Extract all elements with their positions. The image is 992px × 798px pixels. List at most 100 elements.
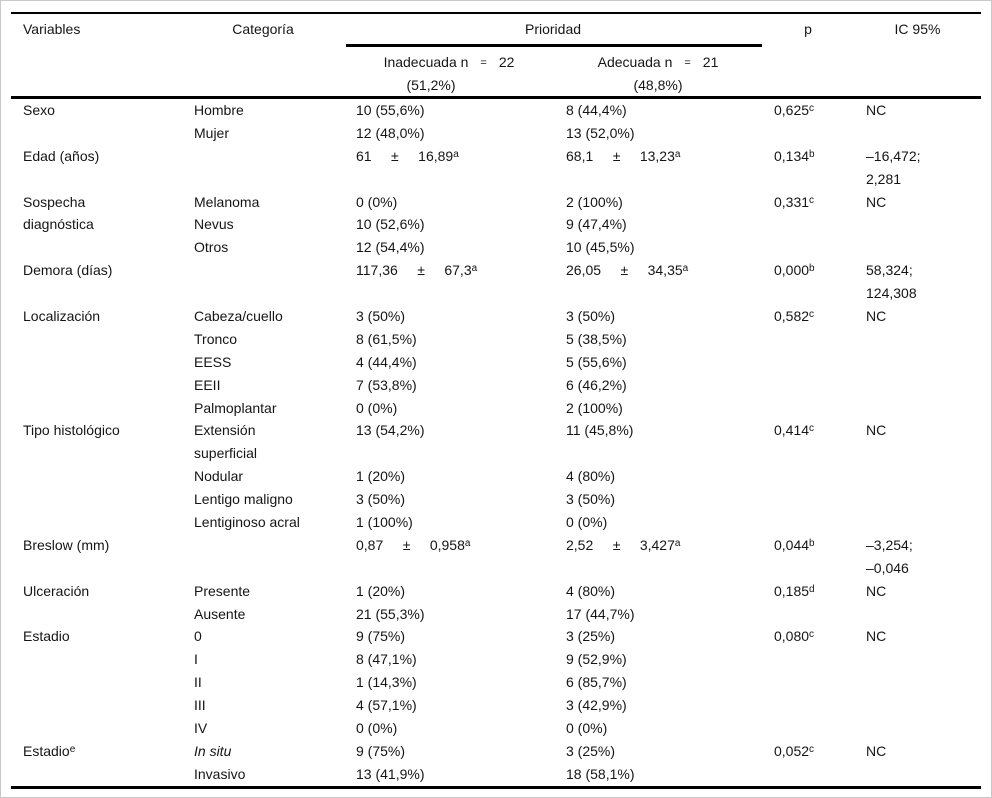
table-cell: I — [194, 651, 198, 668]
table-cell — [11, 511, 182, 534]
table-cell: 0,87 ± 0,958a — [356, 536, 471, 553]
table-cell: 5 (55,6%) — [566, 353, 627, 370]
table-cell — [11, 442, 182, 465]
table-cell: 117,36 ± 67,3a — [356, 262, 478, 279]
table-cell: 0,044b — [774, 536, 815, 553]
table-cell — [554, 282, 762, 305]
table-row: Lentigo maligno 3 (50%) 3 (50%) — [11, 488, 981, 511]
table-cell — [854, 328, 981, 351]
table-cell — [762, 671, 854, 694]
table-cell — [854, 442, 981, 465]
table-row: Edad (años) 61 ± 16,89a 68,1 ± 13,23a 0,134… — [11, 145, 981, 168]
table-cell: 0 (0%) — [356, 720, 398, 737]
table-row: Sexo Hombre 10 (55,6%) 8 (44,4%) 0,625c NC — [11, 99, 981, 122]
table-cell: 0,134b — [774, 147, 815, 164]
table-cell: 3 (25%) — [566, 742, 616, 759]
table-row: Mujer 12 (48,0%) 13 (52,0%) — [11, 122, 981, 145]
table-row: EEII 7 (53,8%) 6 (46,2%) — [11, 374, 981, 397]
table-cell: NC — [866, 193, 887, 210]
table-cell: 2,281 — [866, 170, 902, 187]
table-cell — [762, 328, 854, 351]
table-row: –0,046 — [11, 557, 981, 580]
header-p: p — [804, 21, 812, 37]
table-cell: IV — [194, 720, 208, 737]
table-cell: 7 (53,8%) — [356, 376, 417, 393]
table-cell — [762, 488, 854, 511]
table-cell — [762, 763, 854, 786]
table-cell: 0,414c — [774, 422, 815, 439]
table-cell: 13 (52,0%) — [566, 124, 635, 141]
table-row: 124,308 — [11, 282, 981, 305]
table-cell: 4 (80%) — [566, 468, 616, 485]
table-cell — [11, 671, 182, 694]
table-cell: NC — [866, 308, 887, 325]
subheader-adecuada-n: 21 — [702, 54, 719, 70]
table-row: Localización Cabeza/cuello 3 (50%) 3 (50%) 0… — [11, 305, 981, 328]
table-cell — [854, 603, 981, 626]
table-cell: Localización — [23, 308, 101, 325]
table-cell: 6 (85,7%) — [566, 674, 627, 691]
subheader-adecuada: Adecuada n = 21 (48,8%) — [554, 52, 762, 96]
table-cell — [182, 557, 344, 580]
table-cell — [762, 168, 854, 191]
table-body: Sexo Hombre 10 (55,6%) 8 (44,4%) 0,625c NC Muj… — [11, 99, 981, 786]
table-cell: 3 (50%) — [356, 308, 406, 325]
table-cell: 18 (58,1%) — [566, 765, 635, 782]
prioridad-spanner-rule — [346, 44, 762, 47]
table-cell: Ausente — [194, 605, 246, 622]
subheader-inadecuada: Inadecuada n = 22 (51,2%) — [344, 52, 554, 96]
table-cell: 1 (20%) — [356, 468, 406, 485]
table-cell — [762, 557, 854, 580]
table-cell — [11, 465, 182, 488]
table-cell: 4 (57,1%) — [356, 697, 417, 714]
table-row: Invasivo 13 (41,9%) 18 (58,1%) — [11, 763, 981, 786]
table-cell — [854, 511, 981, 534]
table-cell — [11, 351, 182, 374]
table-cell: 0,625c — [774, 102, 815, 118]
table-cell: 0,331c — [774, 193, 815, 210]
table-row: EESS 4 (44,4%) 5 (55,6%) — [11, 351, 981, 374]
table-cell: 8 (47,1%) — [356, 651, 417, 668]
table-cell: 1 (100%) — [356, 514, 413, 531]
table-cell: Tipo histológico — [23, 422, 120, 439]
table-cell: 0 — [194, 628, 202, 645]
table-cell: 12 (48,0%) — [356, 124, 425, 141]
table-cell — [11, 557, 182, 580]
table-row: Tronco 8 (61,5%) 5 (38,5%) — [11, 328, 981, 351]
table-cell — [854, 717, 981, 740]
table-row: Demora (días) 117,36 ± 67,3a 26,05 ± 34,35… — [11, 259, 981, 282]
table-cell — [762, 397, 854, 420]
table-row: Otros 12 (54,4%) 10 (45,5%) — [11, 236, 981, 259]
table-row: 2,281 — [11, 168, 981, 191]
table-cell — [182, 534, 344, 557]
table-bottom-rule — [11, 786, 981, 789]
table-cell: Demora (días) — [23, 262, 113, 279]
subheader-adecuada-label: Adecuada n — [597, 54, 673, 70]
table-cell — [854, 488, 981, 511]
table-cell — [762, 511, 854, 534]
table-row: Lentiginoso acral 1 (100%) 0 (0%) — [11, 511, 981, 534]
table-cell: In situ — [194, 742, 232, 759]
table-cell: Edad (años) — [23, 147, 100, 164]
subheader-inadecuada-label: Inadecuada n — [383, 54, 469, 70]
table-cell — [11, 488, 182, 511]
table-row: diagnóstica Nevus 10 (52,6%) 9 (47,4%) — [11, 213, 981, 236]
table-cell: Invasivo — [194, 765, 246, 782]
table-cell: Presente — [194, 582, 251, 599]
table-cell — [854, 351, 981, 374]
table-cell: 0 (0%) — [566, 514, 608, 531]
table-cell: 58,324; — [866, 262, 913, 279]
table-cell — [854, 694, 981, 717]
table-cell: 9 (47,4%) — [566, 216, 627, 233]
table-cell: EESS — [194, 353, 232, 370]
table-cell — [854, 374, 981, 397]
table-cell: Otros — [194, 239, 229, 256]
table-cell: 3 (50%) — [356, 491, 406, 508]
table-cell: NC — [866, 742, 887, 759]
table-cell — [182, 282, 344, 305]
equals-sign: = — [480, 57, 487, 69]
table-row: Breslow (mm) 0,87 ± 0,958a 2,52 ± 3,427a 0,… — [11, 534, 981, 557]
table-cell: Tronco — [194, 330, 238, 347]
table-cell — [762, 717, 854, 740]
table-cell: 10 (45,5%) — [566, 239, 635, 256]
